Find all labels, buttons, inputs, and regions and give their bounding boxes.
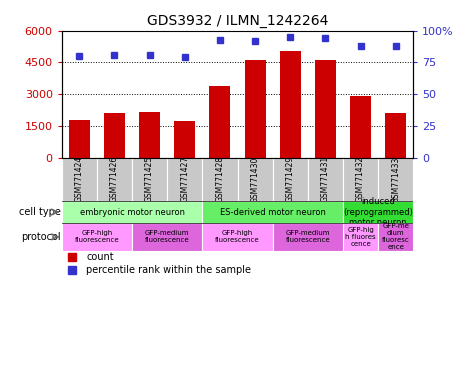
Bar	[378, 223, 413, 251]
Bar	[209, 86, 230, 157]
Text: GSM771427: GSM771427	[180, 156, 189, 202]
Bar	[62, 157, 97, 201]
Bar	[238, 157, 273, 201]
Bar	[273, 157, 308, 201]
Title: GDS3932 / ILMN_1242264: GDS3932 / ILMN_1242264	[147, 14, 328, 28]
Bar	[280, 51, 301, 157]
Bar	[202, 157, 238, 201]
Text: ES-derived motor neuron: ES-derived motor neuron	[220, 208, 325, 217]
Text: GSM771431: GSM771431	[321, 156, 330, 202]
Text: cell type: cell type	[19, 207, 61, 217]
Bar	[343, 223, 378, 251]
Bar	[378, 157, 413, 201]
Bar	[308, 157, 343, 201]
Text: GSM771433: GSM771433	[391, 156, 400, 202]
Text: GSM771428: GSM771428	[216, 156, 224, 202]
Bar	[273, 223, 343, 251]
Text: GFP-medium
fluorescence: GFP-medium fluorescence	[285, 230, 330, 243]
Text: GSM771429: GSM771429	[286, 156, 294, 202]
Bar	[104, 113, 125, 157]
Text: GFP-hig
h fluores
cence: GFP-hig h fluores cence	[345, 227, 376, 247]
Bar	[202, 223, 273, 251]
Bar	[97, 157, 132, 201]
Bar	[350, 96, 371, 157]
Text: induced
(reprogrammed)
motor neuron: induced (reprogrammed) motor neuron	[343, 197, 413, 227]
Text: GSM771424: GSM771424	[75, 156, 84, 202]
Text: GSM771425: GSM771425	[145, 156, 154, 202]
Text: GFP-high
fluorescence: GFP-high fluorescence	[75, 230, 119, 243]
Bar	[62, 201, 202, 223]
Text: GSM771432: GSM771432	[356, 156, 365, 202]
Text: embryonic motor neuron: embryonic motor neuron	[79, 208, 185, 217]
Text: count: count	[86, 252, 114, 262]
Bar	[202, 201, 343, 223]
Bar	[167, 157, 202, 201]
Bar	[62, 223, 132, 251]
Bar	[343, 157, 378, 201]
Bar	[139, 112, 160, 157]
Text: GFP-high
fluorescence: GFP-high fluorescence	[215, 230, 260, 243]
Bar	[245, 60, 266, 157]
Text: GFP-me
dium
fluoresc
ence: GFP-me dium fluoresc ence	[382, 223, 409, 250]
Text: percentile rank within the sample: percentile rank within the sample	[86, 265, 251, 275]
Bar	[343, 201, 413, 223]
Bar	[132, 223, 202, 251]
Text: GFP-medium
fluorescence: GFP-medium fluorescence	[145, 230, 190, 243]
Bar	[385, 113, 406, 157]
Text: GSM771430: GSM771430	[251, 156, 259, 202]
Bar	[174, 121, 195, 157]
Bar	[132, 157, 167, 201]
Text: protocol: protocol	[21, 232, 61, 242]
Bar	[315, 60, 336, 157]
Bar	[69, 119, 90, 157]
Text: GSM771426: GSM771426	[110, 156, 119, 202]
